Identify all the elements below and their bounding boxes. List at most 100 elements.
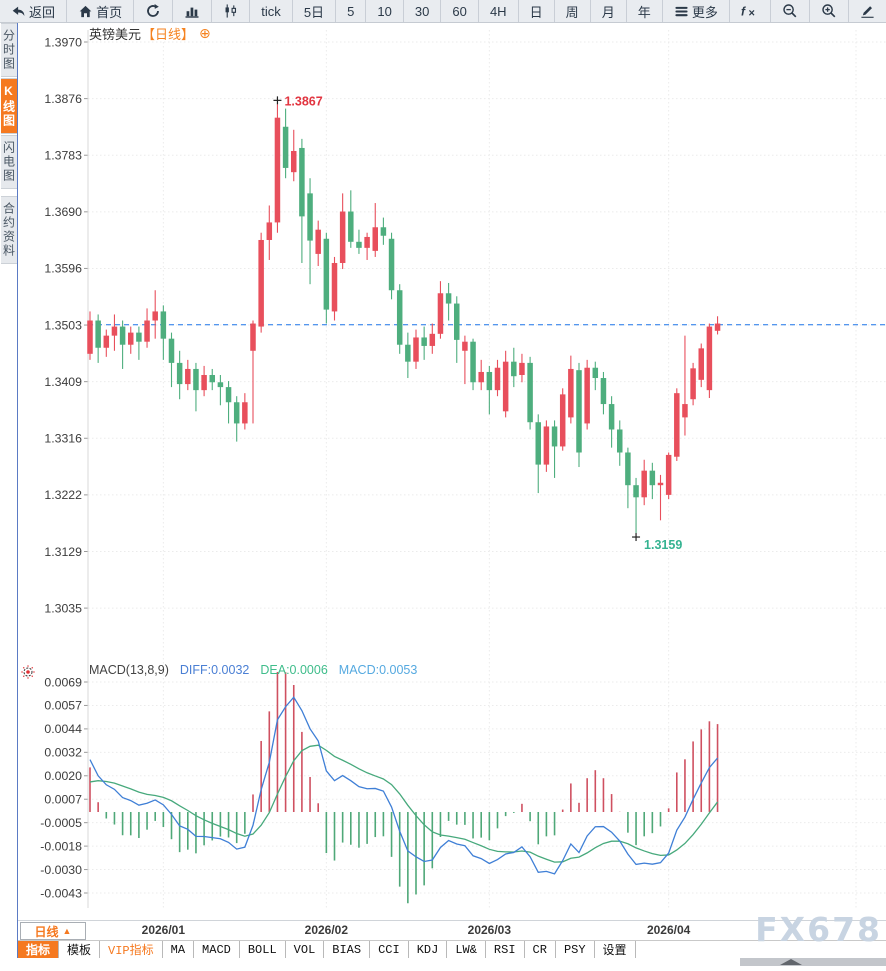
indicator-tab-vol[interactable]: VOL [286, 941, 325, 958]
toolbar-interval-month-button[interactable]: 月 [591, 0, 627, 22]
toolbar-zoom-in-button[interactable] [810, 0, 850, 22]
indicator-tab-ma[interactable]: MA [163, 941, 195, 958]
bottom-scrollbar [18, 958, 886, 967]
macd-diff-line [89, 696, 719, 875]
indicator-tab-rsi[interactable]: RSI [486, 941, 525, 958]
price-axis-label: 1.3596 [44, 262, 82, 276]
macd-axis-label: 0.0020 [44, 769, 82, 783]
x-axis-label: 2026/01 [141, 923, 186, 937]
toolbar-chart-type-bar-button[interactable] [173, 0, 213, 22]
macd-dea-value: DEA:0.0006 [260, 663, 328, 677]
toolbar-interval-10-button[interactable]: 10 [366, 0, 404, 22]
candlestick-icon [223, 3, 238, 19]
fx-icon: f × [741, 3, 759, 20]
grid-lines: 1.3970 1.3876 1.3783 1.3690 1.3596 1.3503 1.34… [40, 30, 886, 908]
macd-macd-value: MACD:0.0053 [338, 663, 418, 677]
toolbar-fx-indicator-button[interactable]: f × [730, 0, 771, 22]
toolbar-interval-5-button[interactable]: 5 [336, 0, 367, 22]
toolbar-item-label: 10 [377, 3, 392, 19]
toolbar-draw-button[interactable] [849, 0, 886, 22]
toolbar-interval-day-button[interactable]: 日 [519, 0, 555, 22]
indicator-tab-psy[interactable]: PSY [556, 941, 595, 958]
macd-axis-label: -0.0030 [40, 863, 82, 877]
toolbar-item-label: 60 [452, 3, 467, 19]
price-axis-label: 1.3316 [44, 432, 82, 446]
indicator-tab-lwr[interactable]: LW& [447, 941, 486, 958]
toolbar-chart-type-candle-button[interactable] [212, 0, 251, 22]
toolbar-home-button[interactable]: 首页 [67, 0, 135, 22]
scrollbar-handle[interactable] [740, 958, 886, 966]
indicator-tab-indicator[interactable]: 指标 [18, 941, 60, 958]
zoom-out-icon [782, 3, 798, 19]
indicator-tab-macd[interactable]: MACD [194, 941, 240, 958]
period-tag: 【日线】 [142, 27, 195, 42]
indicator-settings-icon[interactable] [21, 665, 35, 679]
sidebar-tab-timeshare[interactable]: 分时图 [0, 23, 17, 77]
toolbar-item-label: 更多 [691, 4, 718, 20]
toolbar-item-label: 30 [414, 3, 430, 19]
x-axis-label: 2026/03 [467, 923, 512, 937]
period-selector[interactable]: 日线 ▲ [20, 922, 86, 940]
toolbar-interval-tick-button[interactable]: tick [250, 0, 293, 22]
toolbar-interval-30-button[interactable]: 30 [404, 0, 442, 22]
bar-chart-icon [184, 3, 200, 19]
macd-panel [89, 672, 719, 904]
sidebar-tab-flash[interactable]: 闪电图 [0, 135, 17, 189]
toolbar-item-label: tick [261, 3, 281, 19]
toolbar-item-label: 首页 [96, 4, 123, 20]
toolbar-item-label: 年 [637, 4, 651, 20]
toolbar-interval-week-button[interactable]: 周 [555, 0, 591, 22]
toolbar-refresh-button[interactable] [134, 0, 174, 22]
toolbar-item-label: 5 [347, 3, 355, 19]
scroll-up-arrow [780, 959, 802, 965]
toolbar-zoom-out-button[interactable] [771, 0, 810, 22]
toolbar-item-label: 返回 [29, 4, 56, 20]
x-axis-label: 2026/02 [304, 923, 349, 937]
indicator-tab-boll[interactable]: BOLL [240, 941, 286, 958]
price-axis-label: 1.3503 [44, 318, 82, 332]
toolbar-item-label: 5日 [303, 4, 325, 20]
home-icon [78, 4, 93, 19]
macd-dea-line [89, 744, 719, 863]
indicator-tab-vip-indicator[interactable]: VIP指标 [100, 941, 163, 958]
indicator-tab-bias[interactable]: BIAS [324, 941, 371, 958]
indicator-tab-template[interactable]: 模板 [59, 941, 101, 958]
price-axis-label: 1.3035 [44, 601, 82, 615]
left-sidebar: 分时图 K线图 闪电图合约资料 [0, 22, 18, 958]
macd-diff-value: DIFF:0.0032 [179, 663, 250, 677]
add-compare-icon[interactable]: ⊕ [199, 25, 211, 41]
toolbar-interval-5d-button[interactable]: 5日 [293, 0, 337, 22]
macd-axis-label: 0.0069 [44, 675, 82, 689]
price-axis-label: 1.3409 [44, 375, 82, 389]
toolbar-more-button[interactable]: 更多 [663, 0, 730, 22]
price-axis-label: 1.3970 [44, 35, 82, 49]
zoom-in-icon [821, 3, 837, 19]
macd-params-label: MACD(13,8,9) [89, 663, 169, 677]
indicator-tab-settings[interactable]: 设置 [595, 941, 636, 958]
price-annotations: 1.3867 1.3159 [273, 94, 682, 552]
high-price-label: 1.3867 [284, 94, 322, 108]
watermark: FX678 [755, 910, 882, 949]
price-axis-label: 1.3783 [44, 149, 82, 163]
macd-axis-label: -0.0005 [40, 816, 82, 830]
toolbar-item-label: 日 [529, 4, 543, 20]
price-axis-label: 1.3690 [44, 205, 82, 219]
indicator-tab-cci[interactable]: CCI [370, 941, 409, 958]
macd-header: MACD(13,8,9) DIFF:0.0032 DEA:0.0006 MACD… [89, 663, 417, 677]
toolbar-interval-year-button[interactable]: 年 [627, 0, 663, 22]
toolbar-interval-4h-button[interactable]: 4H [479, 0, 519, 22]
chart-canvas[interactable]: 1.3970 1.3876 1.3783 1.3690 1.3596 1.3503 1.34… [18, 22, 886, 920]
period-selector-label: 日线 [34, 924, 59, 939]
sidebar-tab-contract-info[interactable]: 合约资料 [0, 196, 17, 264]
symbol-name: 英镑美元 [89, 27, 142, 42]
toolbar-interval-60-button[interactable]: 60 [441, 0, 479, 22]
back-icon [11, 4, 26, 19]
indicator-tab-bar: 指标 模板 VIP指标 MA MACD BOLL VOL BIAS CCI KDJ LW& RSI CR… [18, 940, 886, 959]
sidebar-tab-kline[interactable]: K线图 [0, 78, 17, 134]
macd-axis-label: -0.0018 [40, 839, 82, 853]
toolbar-back-button[interactable]: 返回 [0, 0, 68, 22]
indicator-tab-kdj[interactable]: KDJ [409, 941, 448, 958]
indicator-tab-cr[interactable]: CR [525, 941, 556, 958]
macd-axis-label: 0.0032 [44, 746, 82, 760]
